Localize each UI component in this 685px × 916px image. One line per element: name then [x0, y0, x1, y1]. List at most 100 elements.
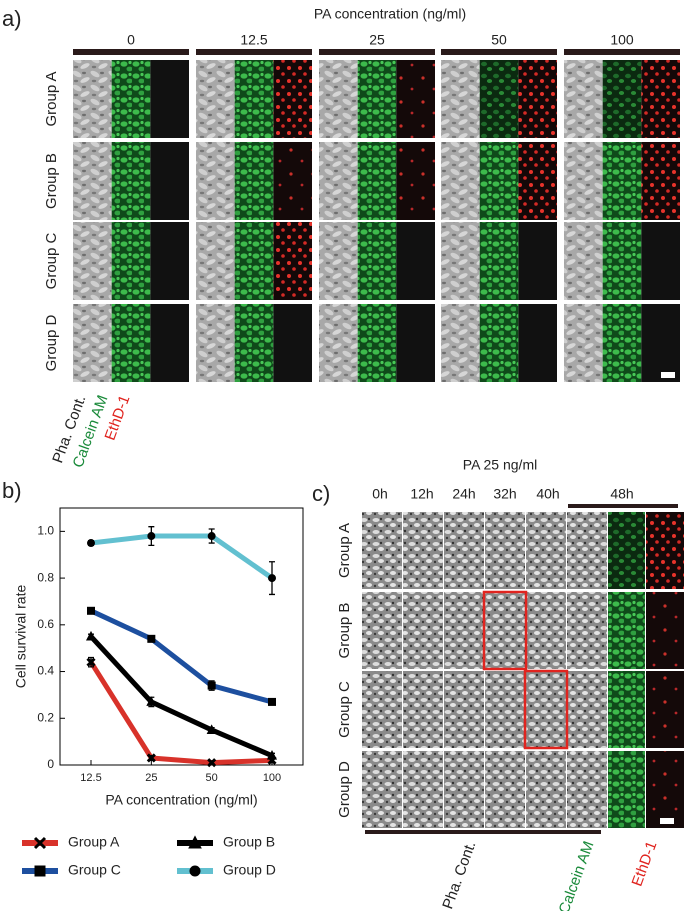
calcein-image: [357, 60, 397, 138]
calcein-image: [479, 60, 519, 138]
scale-bar: [660, 818, 674, 824]
phase-image: [444, 671, 484, 748]
ethd-image: [396, 142, 435, 220]
header-bar: [568, 504, 678, 508]
phase-image: [73, 222, 112, 300]
phase-image: [444, 592, 484, 669]
phase-image: [564, 222, 603, 300]
marker: [87, 606, 95, 615]
column-header: 25: [369, 32, 385, 48]
phase-image: [526, 751, 566, 828]
panel-label: a): [2, 6, 22, 31]
calcein-image: [357, 222, 397, 300]
phase-image: [196, 304, 235, 382]
phase-image: [441, 304, 480, 382]
ethd-image: [646, 512, 684, 589]
calcein-image: [111, 60, 151, 138]
legend-label: Group D: [223, 862, 276, 878]
ethd-image: [641, 142, 680, 220]
phase-image: [526, 512, 566, 589]
row-label: Group D: [43, 314, 60, 371]
ethd-image: [150, 142, 189, 220]
panel-label: b): [2, 478, 22, 503]
marker: [207, 532, 216, 541]
column-header: 12.5: [240, 32, 267, 48]
ethd-image: [150, 60, 189, 138]
phase-image: [485, 592, 525, 669]
calcein-image: [234, 304, 274, 382]
calcein-image: [357, 304, 397, 382]
x-tick-label: 50: [206, 772, 218, 784]
bottom-bar: [365, 830, 601, 834]
phase-image: [403, 751, 443, 828]
phase-image: [196, 142, 235, 220]
time-header: 32h: [493, 486, 516, 502]
calcein-image: [479, 222, 519, 300]
calcein-image: [608, 512, 645, 589]
phase-image: [441, 142, 480, 220]
phase-image: [73, 142, 112, 220]
series-line: [89, 634, 273, 758]
calcein-image: [111, 304, 151, 382]
marker: [146, 753, 156, 763]
ethd-image: [150, 304, 189, 382]
marker: [268, 574, 276, 583]
phase-image: [564, 60, 603, 138]
marker: [86, 657, 96, 667]
ethd-image: [518, 60, 557, 138]
y-tick-label: 0.2: [37, 710, 54, 724]
highlight-box: [523, 669, 569, 750]
x-tick-label: 25: [145, 772, 157, 784]
row-label: Group B: [336, 603, 353, 659]
marker: [33, 836, 47, 850]
phase-image: [441, 222, 480, 300]
phase-image: [362, 751, 402, 828]
phase-image: [485, 751, 525, 828]
calcein-image: [608, 751, 645, 828]
calcein-image: [602, 60, 642, 138]
phase-image: [485, 512, 525, 589]
row-label: Group B: [43, 153, 60, 209]
marker: [188, 835, 202, 849]
panel-title: PA 25 ng/ml: [463, 457, 537, 473]
row-label: Group D: [336, 761, 353, 818]
phase-image: [526, 671, 566, 748]
calcein-image: [111, 222, 151, 300]
row-label: Group C: [43, 232, 60, 289]
marker: [34, 865, 46, 877]
calcein-image: [479, 304, 519, 382]
phase-image: [319, 222, 358, 300]
x-axis-label: PA concentration (ng/ml): [105, 792, 257, 808]
calcein-image: [111, 142, 151, 220]
phase-image: [526, 592, 566, 669]
row-label: Group A: [336, 523, 353, 578]
y-tick-label: 0.4: [37, 664, 54, 678]
y-tick-label: 0.6: [37, 617, 54, 631]
ethd-image: [646, 671, 684, 748]
phase-image: [73, 60, 112, 138]
column-header: 0: [127, 32, 135, 48]
ethd-image: [273, 60, 312, 138]
ethd-image: [646, 592, 684, 669]
header-bar: [441, 49, 557, 55]
y-tick-label: 0: [47, 757, 54, 771]
y-tick-label: 0.8: [37, 570, 54, 584]
phase-image: [403, 512, 443, 589]
marker: [189, 865, 201, 877]
marker: [266, 750, 278, 760]
time-header: 12h: [410, 486, 433, 502]
scale-bar: [661, 372, 675, 378]
ethd-image: [641, 304, 680, 382]
phase-image: [444, 751, 484, 828]
marker: [268, 697, 276, 706]
channel-label: EthD-1: [629, 839, 661, 889]
calcein-image: [234, 142, 274, 220]
time-header: 0h: [372, 486, 388, 502]
marker: [147, 532, 156, 541]
phase-image: [362, 592, 402, 669]
marker: [87, 539, 95, 548]
legend-label: Group A: [68, 834, 120, 850]
x-tick-label: 12.5: [80, 772, 101, 784]
phase-image: [567, 592, 607, 669]
marker: [146, 696, 157, 706]
